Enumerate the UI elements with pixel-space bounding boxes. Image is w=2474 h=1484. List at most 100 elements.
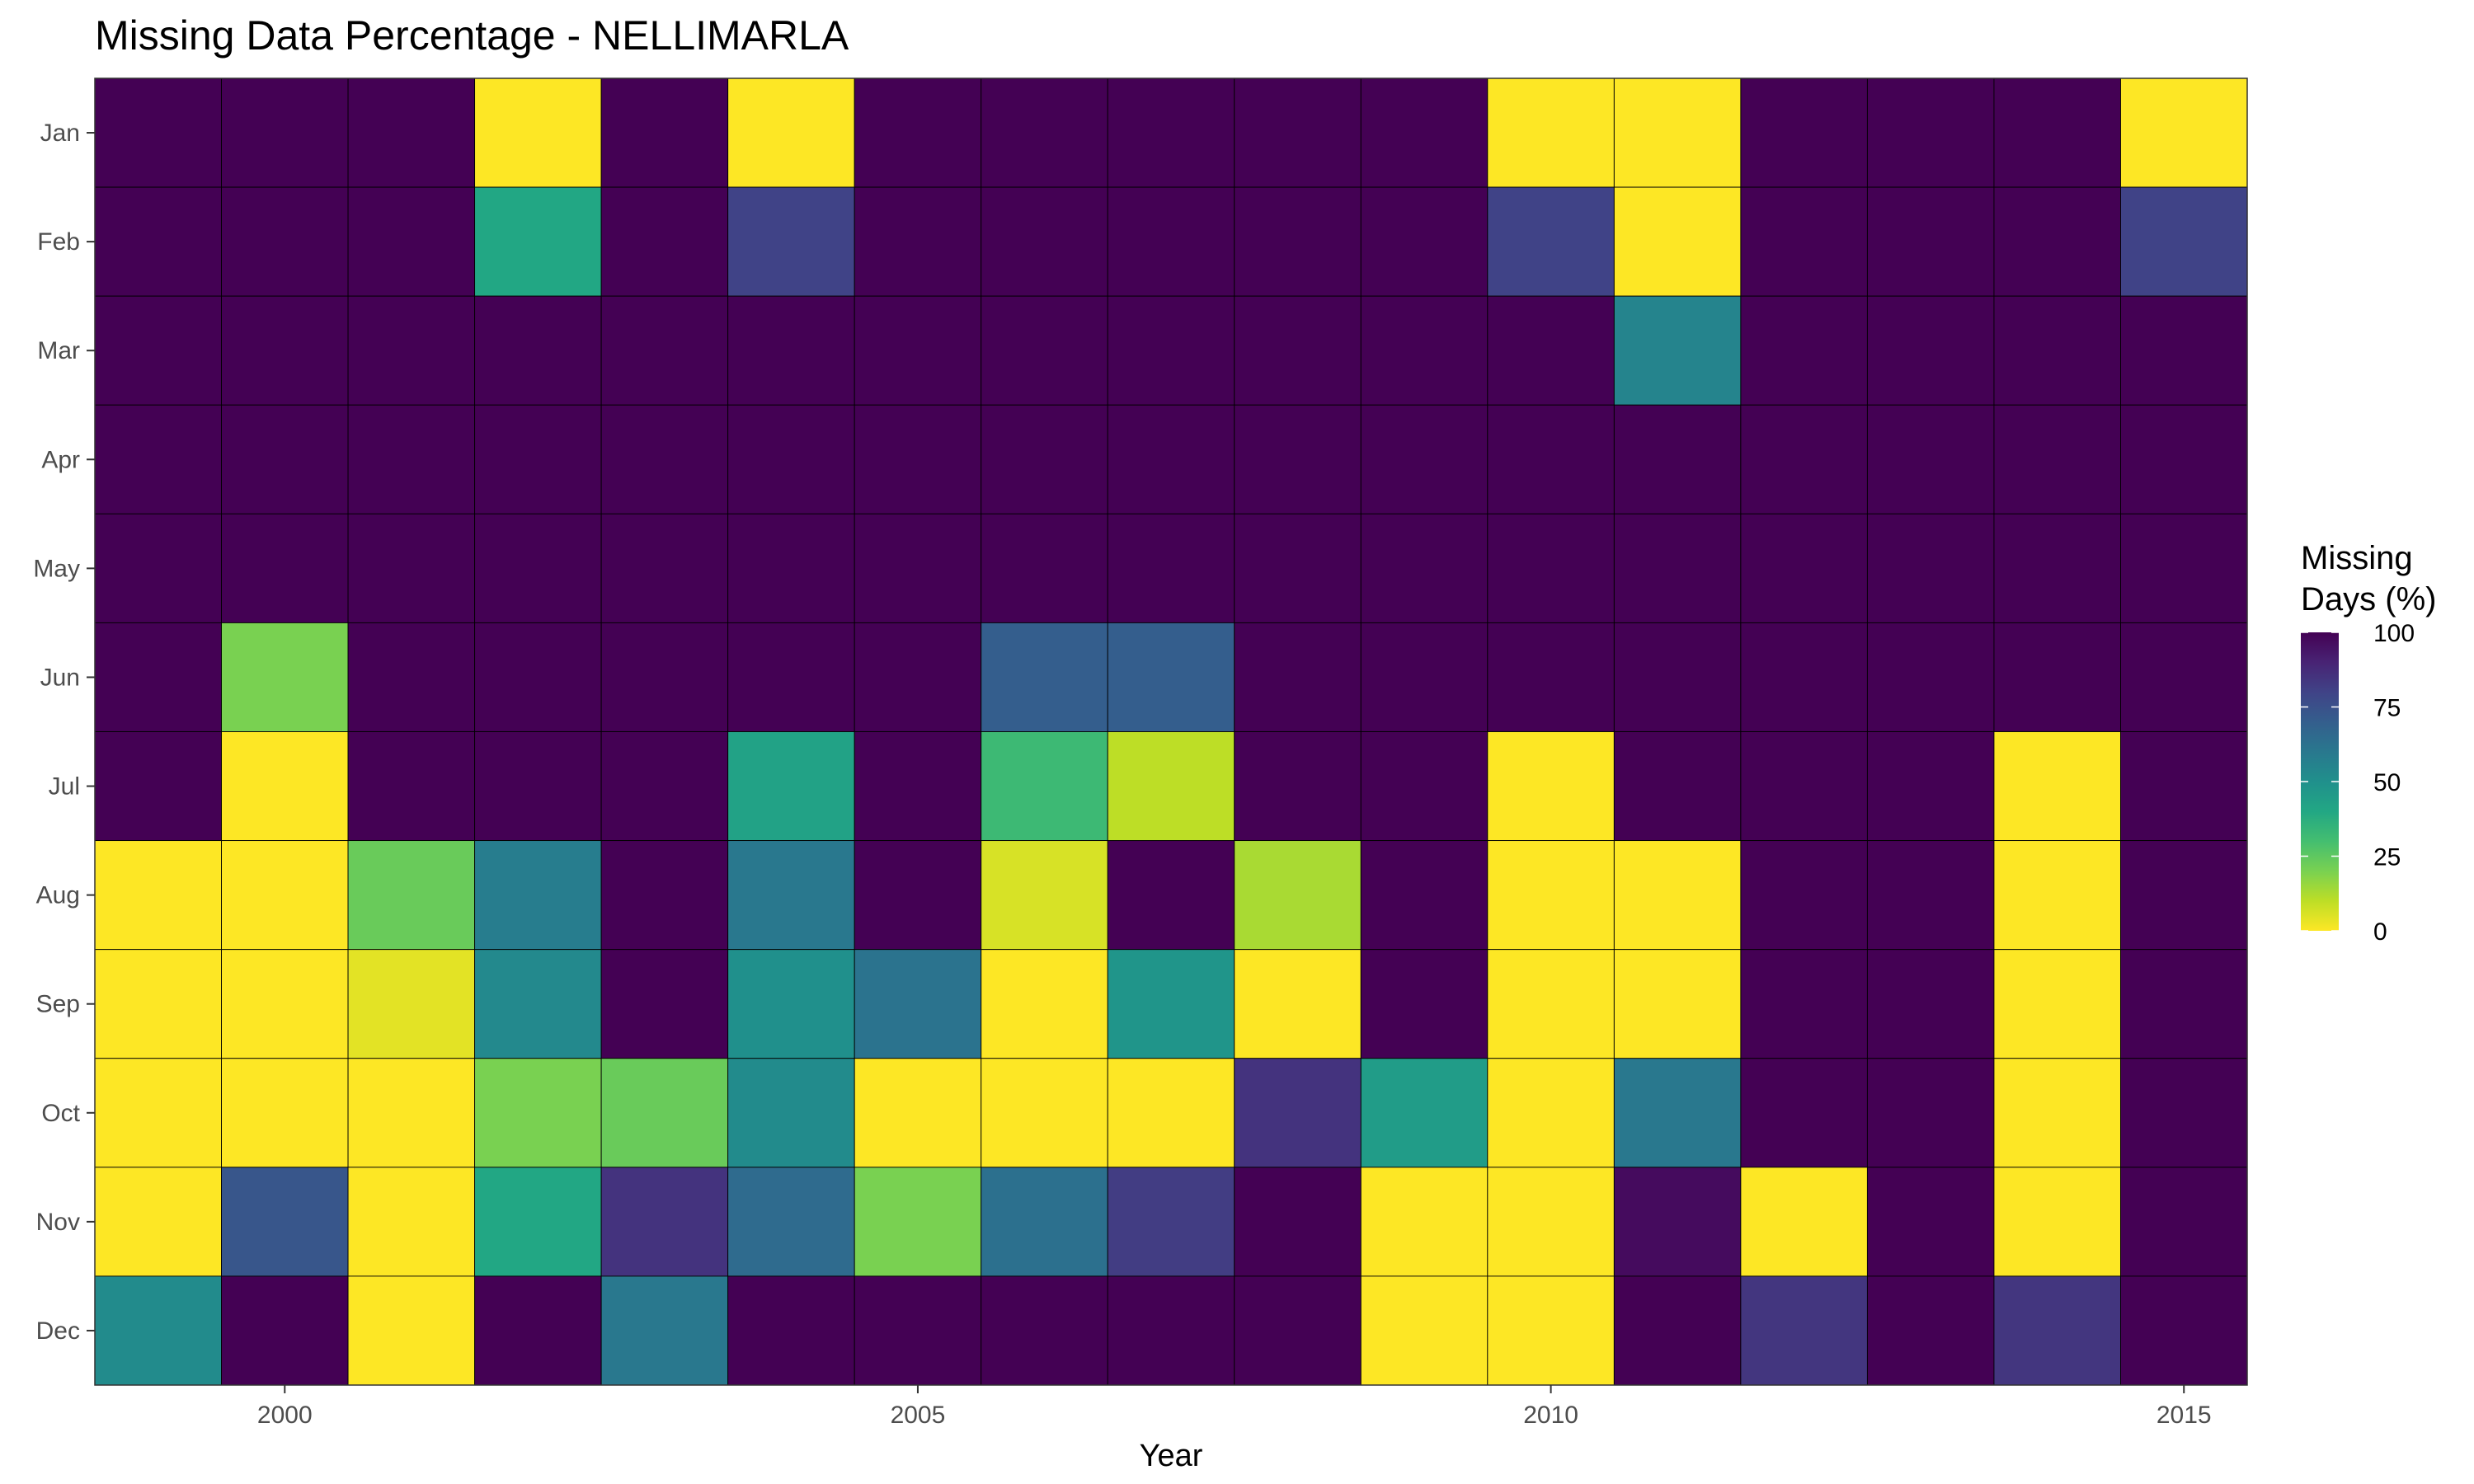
heatmap-cell-nov-2012 — [1740, 1167, 1868, 1277]
heatmap-cell-apr-2002 — [474, 404, 602, 514]
heatmap-cell-apr-2010 — [1487, 404, 1615, 514]
legend-title-line2: Days (%) — [2301, 581, 2436, 618]
x-axis-title: Year — [1140, 1439, 1203, 1473]
y-tick-label-apr: Apr — [41, 446, 80, 473]
heatmap-cell-jan-2011 — [1613, 77, 1742, 188]
heatmap-cell-jul-2015 — [2120, 731, 2248, 842]
y-tick-label-aug: Aug — [36, 882, 80, 909]
heatmap-cell-mar-2015 — [2120, 295, 2248, 406]
heatmap-cell-jun-2008 — [1234, 622, 1362, 732]
y-tick-label-may: May — [33, 555, 80, 582]
heatmap-cell-sep-2011 — [1613, 949, 1742, 1059]
heatmap-cell-sep-2012 — [1740, 949, 1868, 1059]
heatmap-cell-jun-2002 — [474, 622, 602, 732]
heatmap-cell-sep-2013 — [1866, 949, 1995, 1059]
heatmap-cell-jun-2007 — [1107, 622, 1235, 732]
heatmap-cell-jul-2000 — [221, 731, 349, 842]
heatmap-cell-sep-2004 — [727, 949, 855, 1059]
heatmap-cell-feb-2002 — [474, 186, 602, 297]
chart-title: Missing Data Percentage - NELLIMARLA — [95, 12, 849, 59]
heatmap-cell-jul-2010 — [1487, 731, 1615, 842]
heatmap-cell-nov-2005 — [854, 1167, 982, 1277]
heatmap-cell-mar-2005 — [854, 295, 982, 406]
legend-ticks: 0 25 50 75 100 — [2301, 620, 2415, 946]
y-axis: Jan Feb Mar Apr May Jun Jul Aug Sep Oct Nov Dec — [33, 120, 95, 1345]
heatmap-cell-feb-2005 — [854, 186, 982, 297]
heatmap-cell-may-2002 — [474, 513, 602, 623]
heatmap-cell-dec-2007 — [1107, 1275, 1235, 1386]
heatmap-cell-sep-2014 — [1993, 949, 2121, 1059]
heatmap-cell-jan-2003 — [600, 77, 729, 188]
heatmap-cell-may-2013 — [1866, 513, 1995, 623]
heatmap-cell-nov-2015 — [2120, 1167, 2248, 1277]
heatmap-cell-jun-2011 — [1613, 622, 1742, 732]
heatmap-cell-jan-2007 — [1107, 77, 1235, 188]
heatmap-cell-apr-1999 — [94, 404, 222, 514]
heatmap-cell-oct-2006 — [981, 1058, 1108, 1168]
heatmap-cell-jan-2004 — [727, 77, 855, 188]
heatmap-cell-may-2010 — [1487, 513, 1615, 623]
x-tick-label-2015: 2015 — [2157, 1402, 2212, 1429]
heatmap-cell-apr-2007 — [1107, 404, 1235, 514]
heatmap-cell-dec-2006 — [981, 1275, 1108, 1386]
heatmap-cell-jan-2015 — [2120, 77, 2248, 188]
y-tick-label-dec: Dec — [36, 1317, 80, 1345]
heatmap-cell-dec-2009 — [1360, 1275, 1489, 1386]
heatmap-cell-jun-2014 — [1993, 622, 2121, 732]
heatmap-cell-feb-2014 — [1993, 186, 2121, 297]
heatmap-cell-jun-2006 — [981, 622, 1108, 732]
heatmap-cell-nov-2001 — [347, 1167, 476, 1277]
heatmap-cell-jun-2001 — [347, 622, 476, 732]
heatmap-cell-dec-2014 — [1993, 1275, 2121, 1386]
legend-tick-label-25: 25 — [2373, 844, 2401, 871]
heatmap-cell-jan-2012 — [1740, 77, 1868, 188]
heatmap-cell-jun-2010 — [1487, 622, 1615, 732]
heatmap-cell-may-1999 — [94, 513, 222, 623]
heatmap-cell-aug-2005 — [854, 840, 982, 951]
heatmap-cell-dec-2004 — [727, 1275, 855, 1386]
heatmap-cell-jun-2003 — [600, 622, 729, 732]
legend-tick-label-75: 75 — [2373, 695, 2401, 722]
heatmap-cell-dec-2012 — [1740, 1275, 1868, 1386]
heatmap-cell-dec-2013 — [1866, 1275, 1995, 1386]
heatmap-cell-sep-1999 — [94, 949, 222, 1059]
heatmap-cell-nov-2006 — [981, 1167, 1108, 1277]
heatmap-cell-oct-2003 — [600, 1058, 729, 1168]
heatmap-cell-jun-2009 — [1360, 622, 1489, 732]
y-tick-label-feb: Feb — [37, 228, 80, 256]
heatmap-cell-aug-2012 — [1740, 840, 1868, 951]
heatmap-cell-dec-2008 — [1234, 1275, 1362, 1386]
heatmap-cell-jan-2000 — [221, 77, 349, 188]
plot-border — [94, 77, 2248, 1386]
heatmap-cell-nov-2002 — [474, 1167, 602, 1277]
y-tick-label-jul: Jul — [49, 773, 80, 801]
heatmap-cell-oct-2015 — [2120, 1058, 2248, 1168]
heatmap-cell-apr-2000 — [221, 404, 349, 514]
heatmap-cell-jun-2012 — [1740, 622, 1868, 732]
heatmap-cell-aug-2011 — [1613, 840, 1742, 951]
heatmap-cell-jun-1999 — [94, 622, 222, 732]
heatmap-cell-jan-2005 — [854, 77, 982, 188]
heatmap-cell-jul-2008 — [1234, 731, 1362, 842]
heatmap-cell-aug-2015 — [2120, 840, 2248, 951]
heatmap-cell-apr-2001 — [347, 404, 476, 514]
heatmap-cell-may-2009 — [1360, 513, 1489, 623]
heatmap-cell-oct-2002 — [474, 1058, 602, 1168]
heatmap-cell-may-2004 — [727, 513, 855, 623]
heatmap-cell-may-2014 — [1993, 513, 2121, 623]
heatmap-cell-jul-1999 — [94, 731, 222, 842]
heatmap-cell-feb-2010 — [1487, 186, 1615, 297]
heatmap-cell-may-2003 — [600, 513, 729, 623]
heatmap-cell-nov-2014 — [1993, 1167, 2121, 1277]
heatmap-cell-may-2001 — [347, 513, 476, 623]
heatmap-cell-oct-2013 — [1866, 1058, 1995, 1168]
heatmap-cell-jan-2001 — [347, 77, 476, 188]
heatmap-cell-jul-2012 — [1740, 731, 1868, 842]
heatmap-cell-may-2000 — [221, 513, 349, 623]
heatmap-cell-mar-2004 — [727, 295, 855, 406]
heatmap-cell-nov-2008 — [1234, 1167, 1362, 1277]
heatmap-cell-apr-2013 — [1866, 404, 1995, 514]
heatmap-cell-oct-2014 — [1993, 1058, 2121, 1168]
heatmap-cell-nov-2007 — [1107, 1167, 1235, 1277]
heatmap-cell-mar-2001 — [347, 295, 476, 406]
